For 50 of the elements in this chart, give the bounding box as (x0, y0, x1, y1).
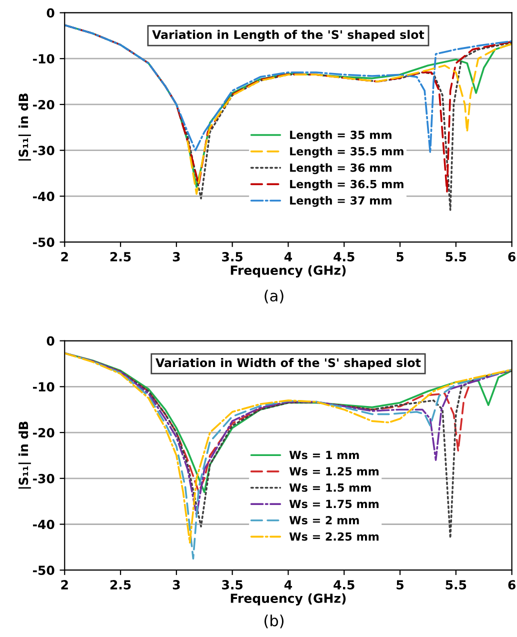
y-tick-label: -20 (33, 428, 54, 438)
y-axis-title: |S₁₁| in dB (18, 422, 31, 489)
x-tick-label: 3 (172, 252, 180, 262)
x-tick-label: 2 (61, 580, 68, 590)
text: (a) (264, 290, 284, 304)
legend-label: Length = 35 mm (290, 130, 392, 142)
legend-label: Ws = 1.75 mm (289, 500, 379, 508)
legend-label: Ws = 1.5 mm (289, 484, 371, 492)
line-series (186, 43, 512, 195)
x-tick-label: 5 (396, 252, 404, 262)
x-tick-label: 4.5 (334, 580, 354, 590)
y-tick-label: -30 (33, 474, 54, 484)
x-tick-label: 5.5 (446, 252, 466, 262)
text: Variation in Length of the 'S' shaped slot (152, 30, 424, 42)
x-tick-label: 5.5 (446, 580, 466, 590)
legend-label: Ws = 2.25 mm (289, 532, 379, 541)
y-tick-label: -10 (33, 382, 54, 392)
x-tick-label: 2.5 (110, 252, 131, 262)
y-tick-label: 0 (46, 336, 54, 346)
legend-label: Length = 36 mm (290, 163, 392, 174)
y-tick-label: -40 (33, 520, 54, 530)
text: (b) (264, 614, 284, 628)
legend-label: Ws = 1.25 mm (289, 467, 379, 476)
x-tick-label: 4 (284, 252, 292, 262)
x-tick-label: 3.5 (222, 580, 243, 590)
x-tick-label: 6 (508, 252, 516, 262)
x-tick-label: 3 (172, 580, 180, 590)
x-tick-label: 5 (396, 580, 404, 590)
legend-label: Length = 36.5 mm (290, 180, 404, 190)
x-tick-label: 3.5 (222, 252, 243, 262)
x-axis-title: Frequency (GHz) (230, 265, 346, 278)
x-tick-label: 6 (508, 580, 516, 590)
y-axis-title: |S₁₁| in dB (18, 94, 31, 161)
text: Variation in Width of the 'S' shaped slot (156, 358, 421, 370)
y-tick-label: -40 (33, 192, 54, 202)
y-tick-label: -50 (33, 566, 54, 576)
x-tick-label: 4 (284, 580, 292, 590)
y-tick-label: -10 (33, 54, 54, 64)
legend-label: Length = 35.5 mm (290, 146, 404, 158)
y-tick-label: 0 (46, 8, 54, 18)
legend-label: Ws = 1 mm (289, 450, 359, 460)
y-tick-label: -20 (33, 100, 54, 110)
legend-label: Length = 37 mm (290, 196, 392, 207)
y-tick-label: -30 (33, 146, 54, 156)
x-tick-label: 2.5 (110, 580, 131, 590)
y-tick-label: -50 (33, 238, 54, 247)
x-tick-label: 4.5 (334, 252, 354, 262)
x-axis-title: Frequency (GHz) (230, 593, 346, 606)
x-tick-label: 2 (61, 252, 68, 262)
legend-label: Ws = 2 mm (289, 516, 359, 524)
